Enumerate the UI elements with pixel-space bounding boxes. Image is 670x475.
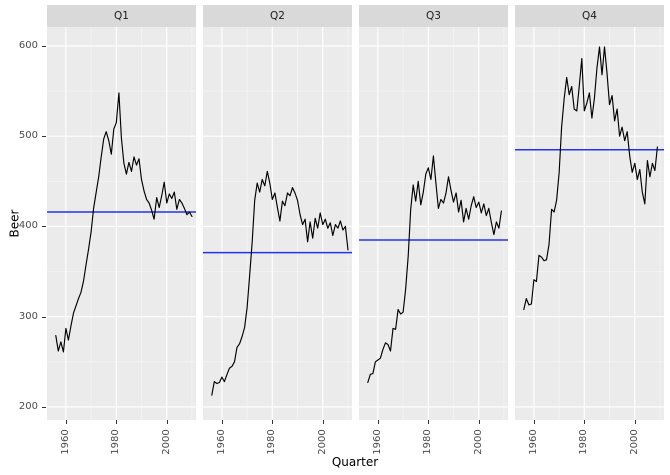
x-tick-label: 1980	[266, 429, 278, 455]
x-tick-label: 2000	[472, 429, 484, 455]
x-tick-mark	[166, 420, 168, 424]
x-tick-label: 2000	[628, 429, 640, 455]
y-tick-label: 500	[18, 130, 38, 142]
y-tick-mark	[42, 316, 46, 318]
y-tick-mark	[42, 136, 46, 138]
x-tick-label: 2000	[316, 429, 328, 455]
y-tick-label: 400	[18, 220, 38, 232]
strip-label: Q3	[426, 10, 441, 22]
facet-panel-q4	[515, 27, 664, 420]
y-tick-label: 600	[18, 39, 38, 51]
x-tick-mark	[65, 420, 67, 424]
y-tick-label: 200	[18, 400, 38, 412]
x-tick-mark	[322, 420, 324, 424]
x-tick-label: 1960	[215, 429, 227, 455]
x-tick-mark	[377, 420, 379, 424]
x-tick-label: 1960	[59, 429, 71, 455]
x-tick-label: 1980	[110, 429, 122, 455]
facet-strip-q1: Q1	[47, 5, 196, 27]
strip-label: Q2	[270, 10, 285, 22]
strip-label: Q4	[582, 10, 597, 22]
facet-panel-q1	[47, 27, 196, 420]
series-line-q4	[523, 46, 658, 311]
x-tick-mark	[221, 420, 223, 424]
x-axis-title: Quarter	[331, 455, 379, 469]
facet-strip-q3: Q3	[359, 5, 508, 27]
x-tick-mark	[116, 420, 118, 424]
y-tick-mark	[42, 226, 46, 228]
series-line-q3	[367, 155, 502, 384]
x-tick-label: 1980	[422, 429, 434, 455]
facet-strip-q2: Q2	[203, 5, 352, 27]
series-line-q1	[55, 92, 193, 353]
x-tick-mark	[584, 420, 586, 424]
x-tick-mark	[478, 420, 480, 424]
series-line-q2	[211, 170, 349, 396]
y-tick-mark	[42, 406, 46, 408]
x-tick-mark	[634, 420, 636, 424]
facet-panel-q2	[203, 27, 352, 420]
x-tick-label: 2000	[160, 429, 172, 455]
x-tick-label: 1960	[527, 429, 539, 455]
x-tick-label: 1960	[371, 429, 383, 455]
y-tick-mark	[42, 45, 46, 47]
x-tick-mark	[533, 420, 535, 424]
facet-panel-q3	[359, 27, 508, 420]
x-tick-label: 1980	[578, 429, 590, 455]
y-tick-label: 300	[18, 310, 38, 322]
x-tick-mark	[428, 420, 430, 424]
facet-strip-q4: Q4	[515, 5, 664, 27]
strip-label: Q1	[114, 10, 129, 22]
x-tick-mark	[272, 420, 274, 424]
